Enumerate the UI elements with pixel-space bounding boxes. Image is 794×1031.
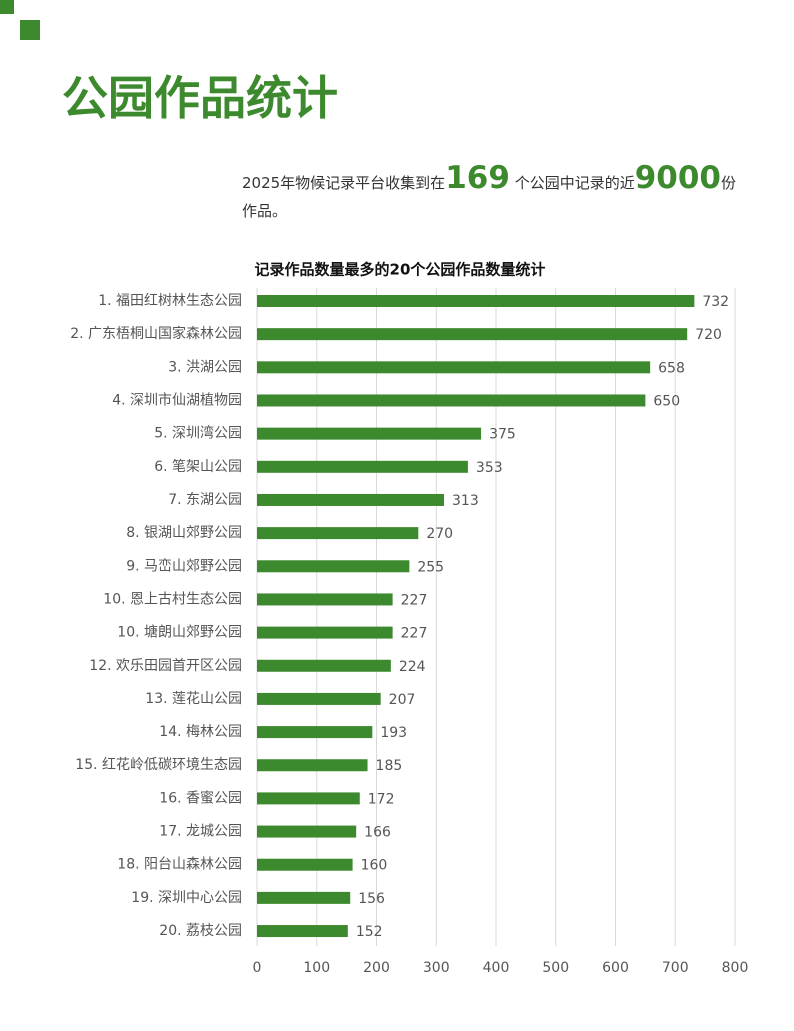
value-label: 185 <box>376 758 403 774</box>
bar <box>257 659 391 672</box>
value-label: 375 <box>489 427 516 443</box>
intro: 2025年物候记录平台收集到在169 个公园中记录的近9000份作品。 <box>242 163 742 225</box>
bar <box>257 792 360 805</box>
y-tick-label: 1. 福田红树林生态公园 <box>98 293 242 309</box>
bar <box>257 394 646 407</box>
value-label: 720 <box>695 327 722 343</box>
park-count: 169 <box>445 160 510 196</box>
x-tick-label: 200 <box>363 960 390 976</box>
bar <box>257 560 410 573</box>
bar <box>257 427 482 440</box>
y-tick-label: 16. 香蜜公园 <box>159 790 242 806</box>
y-tick-label: 12. 欢乐田园首开区公园 <box>89 658 242 674</box>
bar <box>257 328 688 341</box>
y-tick-label: 14. 梅林公园 <box>159 724 242 740</box>
y-tick-label: 10. 恩上古村生态公园 <box>103 591 242 607</box>
bar <box>257 295 695 307</box>
bar <box>257 726 373 739</box>
value-label: 650 <box>653 393 680 409</box>
chart: 记录作品数量最多的20个公园作品数量统计 0 100 200 300 400 500 600… <box>70 261 749 977</box>
value-label: 227 <box>401 592 428 608</box>
chart-title: 记录作品数量最多的20个公园作品数量统计 <box>255 261 546 279</box>
y-tick-label: 8. 银湖山郊野公园 <box>126 524 242 541</box>
intro-text: 2025年物候记录平台收集到在 <box>242 174 446 192</box>
bar <box>257 891 351 904</box>
x-tick-label: 100 <box>303 960 330 976</box>
bar <box>257 692 381 705</box>
value-label: 160 <box>361 858 388 874</box>
value-label: 193 <box>380 725 407 741</box>
value-label: 227 <box>401 626 428 642</box>
value-label: 353 <box>476 460 503 476</box>
y-tick-label: 9. 马峦山郊野公园 <box>126 557 242 574</box>
bar <box>257 825 357 838</box>
decor-square <box>20 20 40 40</box>
x-tick-label: 400 <box>483 960 510 976</box>
x-tick-label: 300 <box>423 960 450 976</box>
y-tick-label: 2. 广东梧桐山国家森林公园 <box>70 325 242 342</box>
value-label: 255 <box>417 559 444 575</box>
y-tick-label: 6. 笔架山公园 <box>154 459 242 475</box>
value-label: 658 <box>658 360 685 376</box>
x-tick-label: 500 <box>542 960 569 976</box>
value-label: 732 <box>702 294 729 310</box>
value-label: 270 <box>426 526 453 542</box>
y-tick-label: 3. 洪湖公园 <box>168 359 242 375</box>
value-label: 152 <box>356 924 383 940</box>
value-label: 156 <box>358 891 385 907</box>
bar <box>257 925 348 938</box>
bar <box>257 759 368 772</box>
y-tick-label: 13. 莲花山公园 <box>145 691 242 707</box>
y-tick-label: 10. 塘朗山郊野公园 <box>117 624 242 641</box>
work-count: 9000 <box>634 160 721 196</box>
y-tick-label: 4. 深圳市仙湖植物园 <box>112 391 242 408</box>
x-tick-label: 700 <box>662 960 689 976</box>
bar <box>257 527 419 540</box>
bar <box>257 361 651 374</box>
page-title: 公园作品统计 <box>62 71 338 125</box>
y-tick-label: 17. 龙城公园 <box>159 824 242 840</box>
decor-square <box>0 0 14 14</box>
x-tick-label: 600 <box>602 960 629 976</box>
value-label: 224 <box>399 659 426 675</box>
intro-text: 份作品。 <box>242 174 736 220</box>
y-tick-label: 20. 荔枝公园 <box>159 923 242 939</box>
y-tick-label: 19. 深圳中心公园 <box>131 890 242 906</box>
y-tick-label: 7. 东湖公园 <box>168 492 242 508</box>
x-tick-label: 800 <box>722 960 749 976</box>
bar <box>257 858 353 871</box>
y-tick-label: 18. 阳台山森林公园 <box>117 857 242 873</box>
bar <box>257 593 393 606</box>
value-label: 166 <box>364 825 391 841</box>
value-label: 207 <box>389 692 416 708</box>
bar <box>257 493 445 506</box>
y-tick-label: 5. 深圳湾公园 <box>154 425 242 442</box>
value-label: 313 <box>452 493 479 509</box>
y-tick-label: 15. 红花岭低碳环境生态园 <box>75 757 242 773</box>
bar <box>257 626 393 639</box>
intro-text: 个公园中记录的近 <box>514 174 635 192</box>
x-tick-label: 0 <box>253 960 262 976</box>
bar <box>257 460 468 473</box>
value-label: 172 <box>368 791 395 807</box>
